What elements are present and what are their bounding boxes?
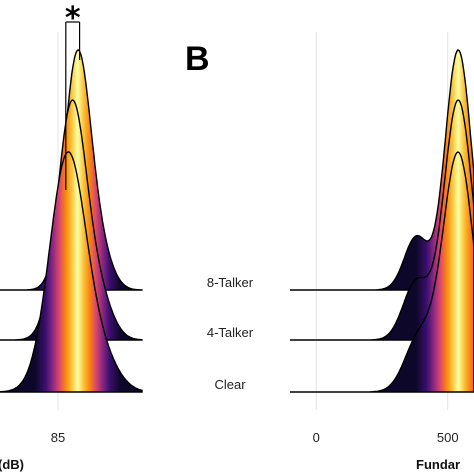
right-axis-title: Fundar <box>416 457 460 472</box>
significance-bracket: * <box>65 1 81 190</box>
panel-label: B <box>185 40 210 78</box>
row-label-bg <box>186 324 276 342</box>
significance-star: * <box>65 1 81 36</box>
row-label-bg <box>186 376 276 394</box>
row-label-clear: Clear <box>214 377 246 392</box>
grid-lines <box>57 32 449 410</box>
ridge-clear <box>290 151 474 393</box>
x-tick-label: 0 <box>313 430 320 445</box>
x-tick-label: 500 <box>437 430 459 445</box>
row-label-8-talker: 8-Talker <box>207 275 254 290</box>
ridge-clear <box>0 151 143 393</box>
row-labels: 8-Talker 4-Talker Clear <box>186 274 276 394</box>
x-tick-labels: 85 0 500 <box>51 430 459 445</box>
ridge-4-talker <box>290 99 474 341</box>
left-axis-title: (dB) <box>0 457 24 472</box>
row-label-bg <box>186 274 276 292</box>
x-tick-label: 85 <box>51 430 65 445</box>
row-label-4-talker: 4-Talker <box>207 325 254 340</box>
